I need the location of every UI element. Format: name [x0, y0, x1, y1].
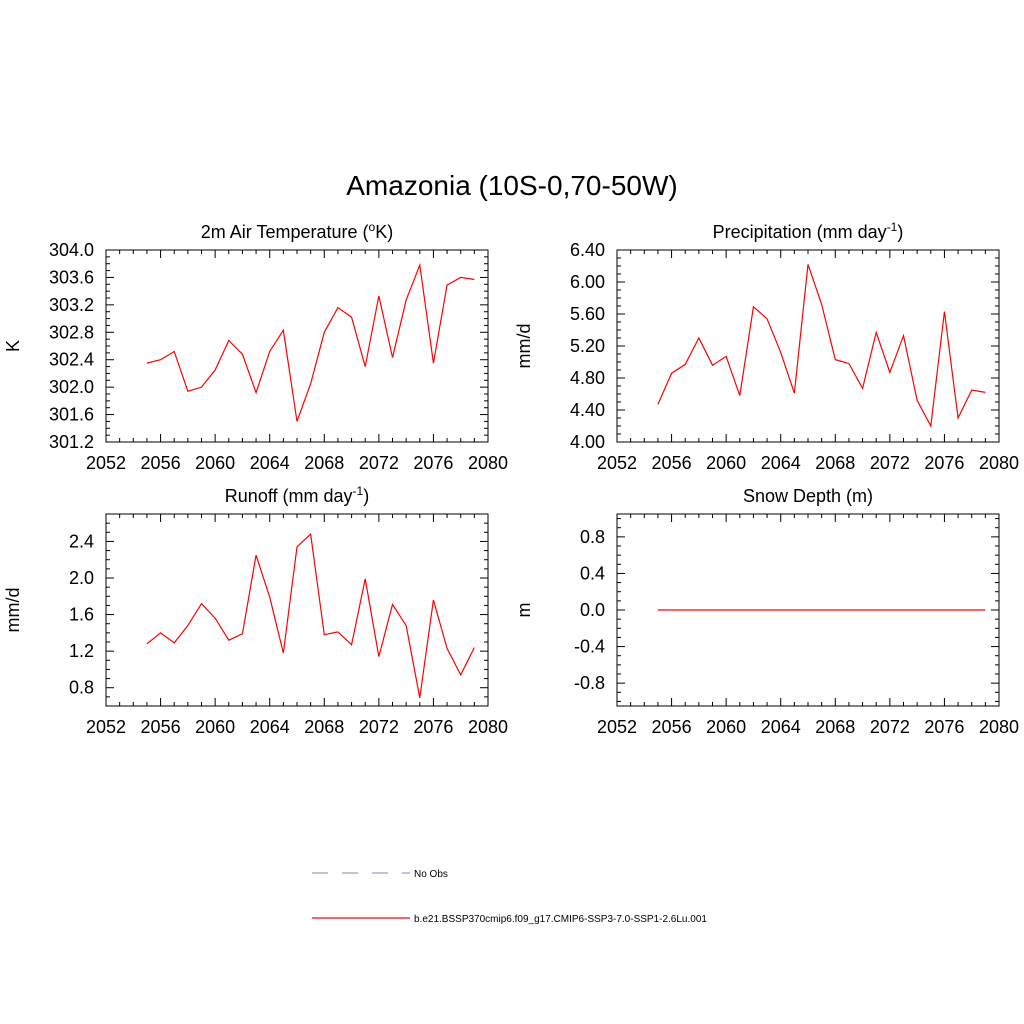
- y-tick-label: 4.80: [570, 368, 605, 388]
- y-tick-label: 304.0: [49, 240, 94, 260]
- y-tick-label: -0.8: [574, 673, 605, 693]
- panel-4: Snow Depth (m) m 2052 2056 2060 2064 2068 2072 2…: [514, 486, 1019, 737]
- panels: 2m Air Temperature (oK) K 2052 2056 2060 2064…: [3, 220, 1019, 737]
- x-tick-label: 2068: [304, 717, 344, 737]
- y-tick-label: 301.6: [49, 405, 94, 425]
- legend-entry-no-obs: No Obs: [312, 869, 448, 880]
- y-axis-label: m: [514, 603, 534, 618]
- x-tick-label: 2072: [359, 717, 399, 737]
- x-tick-label: 2056: [652, 453, 692, 473]
- x-tick-label: 2072: [870, 717, 910, 737]
- plot-frame: [616, 249, 1000, 443]
- x-tick-label: 2076: [924, 453, 964, 473]
- x-tick-label: 2064: [761, 717, 801, 737]
- x-tick-label: 2064: [250, 453, 290, 473]
- panel-title: Snow Depth (m): [743, 486, 873, 506]
- series-line: [657, 264, 986, 428]
- y-tick-label: 6.40: [570, 240, 605, 260]
- series-line: [146, 532, 475, 698]
- y-tick-label: 1.2: [69, 641, 94, 661]
- x-tick-label: 2068: [815, 717, 855, 737]
- y-axis-label: mm/d: [3, 588, 23, 633]
- series-line: [146, 262, 475, 422]
- x-tick-label: 2076: [924, 717, 964, 737]
- y-tick-label: 0.8: [580, 527, 605, 547]
- panel-title: Runoff (mm day-1): [225, 484, 369, 506]
- y-tick-label: 302.4: [49, 350, 94, 370]
- y-tick-label: 2.0: [69, 568, 94, 588]
- x-tick-label: 2072: [359, 453, 399, 473]
- x-tick-label: 2080: [979, 453, 1019, 473]
- x-tick-label: 2056: [141, 453, 181, 473]
- x-tick-label: 2056: [652, 717, 692, 737]
- x-tick-label: 2060: [195, 717, 235, 737]
- y-tick-label: 302.0: [49, 377, 94, 397]
- y-tick-label: 4.00: [570, 432, 605, 452]
- x-tick-label: 2064: [761, 453, 801, 473]
- y-axis-label: K: [3, 340, 23, 352]
- x-tick-label: 2076: [413, 453, 453, 473]
- y-tick-label: 5.60: [570, 304, 605, 324]
- x-tick-label: 2052: [597, 717, 637, 737]
- y-tick-label: 303.6: [49, 267, 94, 287]
- legend: No Obs b.e21.BSSP370cmip6.f09_g17.CMIP6-…: [312, 869, 707, 925]
- plot-frame: [105, 513, 489, 707]
- legend-label-model-run: b.e21.BSSP370cmip6.f09_g17.CMIP6-SSP3-7.…: [414, 914, 707, 925]
- x-tick-label: 2060: [195, 453, 235, 473]
- panel-2: Precipitation (mm day-1) mm/d 2052 2056 2060…: [514, 220, 1019, 473]
- x-tick-label: 2072: [870, 453, 910, 473]
- y-tick-label: 5.20: [570, 336, 605, 356]
- y-tick-label: 1.6: [69, 605, 94, 625]
- x-tick-label: 2052: [86, 453, 126, 473]
- panel-3: Runoff (mm day-1) mm/d 2052 2056 2060 2064 206…: [3, 484, 508, 737]
- x-tick-label: 2068: [815, 453, 855, 473]
- x-tick-label: 2056: [141, 717, 181, 737]
- y-tick-label: 2.4: [69, 531, 94, 551]
- y-tick-label: 301.2: [49, 432, 94, 452]
- panel-title: 2m Air Temperature (oK): [201, 220, 393, 242]
- y-tick-label: 0.0: [580, 600, 605, 620]
- figure-title: Amazonia (10S-0,70-50W): [346, 170, 677, 201]
- y-tick-label: 0.8: [69, 678, 94, 698]
- y-tick-label: 303.2: [49, 295, 94, 315]
- x-tick-label: 2068: [304, 453, 344, 473]
- x-tick-label: 2060: [706, 717, 746, 737]
- x-tick-label: 2052: [86, 717, 126, 737]
- x-tick-label: 2064: [250, 717, 290, 737]
- y-tick-label: 4.40: [570, 400, 605, 420]
- x-tick-label: 2080: [468, 717, 508, 737]
- y-tick-label: -0.4: [574, 637, 605, 657]
- x-tick-label: 2080: [468, 453, 508, 473]
- panel-1: 2m Air Temperature (oK) K 2052 2056 2060 2064…: [3, 220, 508, 473]
- legend-entry-model-run: b.e21.BSSP370cmip6.f09_g17.CMIP6-SSP3-7.…: [312, 914, 707, 925]
- x-tick-label: 2076: [413, 717, 453, 737]
- x-tick-label: 2060: [706, 453, 746, 473]
- x-tick-label: 2080: [979, 717, 1019, 737]
- y-tick-label: 302.8: [49, 322, 94, 342]
- y-axis-label: mm/d: [514, 324, 534, 369]
- x-tick-label: 2052: [597, 453, 637, 473]
- panel-title: Precipitation (mm day-1): [713, 220, 904, 242]
- y-tick-label: 0.4: [580, 563, 605, 583]
- legend-label-no-obs: No Obs: [414, 869, 448, 880]
- y-tick-label: 6.00: [570, 272, 605, 292]
